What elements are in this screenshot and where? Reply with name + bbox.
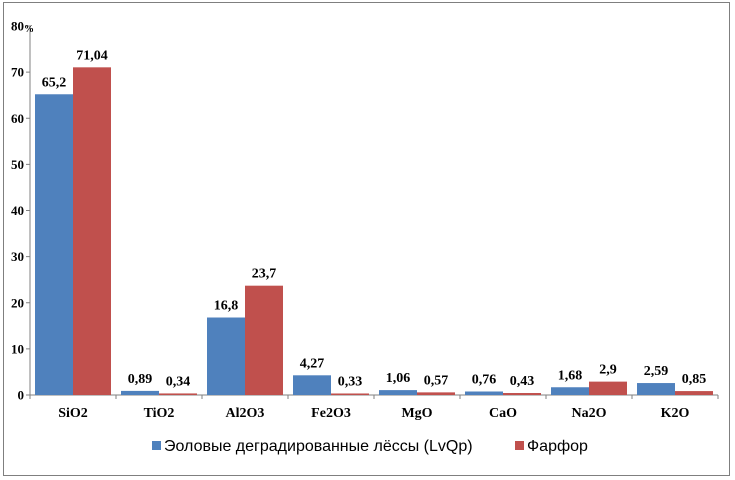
x-tick-label: K2O (661, 406, 690, 421)
x-tick-label: MgO (401, 406, 432, 421)
bar (159, 393, 197, 395)
y-tick-label: 40 (11, 203, 24, 218)
bar (465, 391, 503, 395)
bar (417, 392, 455, 395)
data-label: 23,7 (252, 267, 277, 282)
y-tick-label: 70 (11, 65, 24, 80)
labels: 65,2 71,04 0,89 0,34 16,8 23,7 4,27 0,33 1,06 0,5… (42, 48, 707, 389)
bar (379, 390, 417, 395)
data-label: 0,89 (128, 372, 153, 387)
bar (121, 390, 159, 395)
x-tick-label: TiO2 (144, 406, 175, 421)
legend-label: Фарфор (527, 438, 588, 455)
y-tick-label: 10 (11, 341, 24, 356)
bar (675, 391, 713, 395)
bar (551, 387, 589, 395)
data-label: 4,27 (300, 356, 325, 371)
x-tick-label: CaO (489, 406, 517, 421)
bars (35, 67, 713, 395)
bar (293, 375, 331, 395)
data-label: 0,43 (510, 374, 535, 389)
legend-swatch (515, 441, 524, 450)
data-label: 2,9 (599, 363, 617, 378)
bar (331, 393, 369, 395)
y-tick-label: 50 (11, 157, 24, 172)
y-unit-label: % (24, 24, 34, 35)
x-tick-label: Fe2O3 (311, 406, 351, 421)
y-tick-label: 30 (11, 249, 24, 264)
data-label: 0,34 (166, 374, 191, 389)
data-label: 71,04 (76, 48, 108, 63)
y-tick-label: 80 (11, 19, 24, 34)
data-label: 16,8 (214, 299, 239, 314)
bar (207, 317, 245, 395)
bar (35, 94, 73, 395)
bar (503, 393, 541, 395)
legend-swatch (152, 441, 161, 450)
data-label: 0,33 (338, 374, 363, 389)
data-label: 65,2 (42, 75, 67, 90)
chart-frame (3, 2, 730, 476)
legend: Эоловые деградированные лёссы (LvQp) Фарф… (152, 438, 588, 455)
legend-label: Эоловые деградированные лёссы (LvQp) (164, 438, 473, 455)
y-tick-label: 20 (11, 295, 24, 310)
bar (589, 381, 627, 395)
data-label: 1,06 (386, 371, 411, 386)
data-label: 0,57 (424, 373, 449, 388)
y-tick-label: 0 (18, 388, 25, 403)
axes: 0 10 20 30 40 50 60 70 80 % SiO2 TiO2 Al2O3 Fe2O3 MgO C… (11, 19, 719, 421)
data-label: 2,59 (644, 364, 669, 379)
data-label: 1,68 (558, 368, 583, 383)
bar (73, 67, 111, 395)
data-label: 0,76 (472, 372, 497, 387)
x-tick-label: SiO2 (58, 406, 88, 421)
y-tick-label: 60 (11, 111, 24, 126)
data-label: 0,85 (682, 372, 707, 387)
x-tick-label: Al2O3 (226, 406, 265, 421)
bar (637, 383, 675, 395)
x-tick-label: Na2O (572, 406, 607, 421)
bar (245, 285, 283, 395)
